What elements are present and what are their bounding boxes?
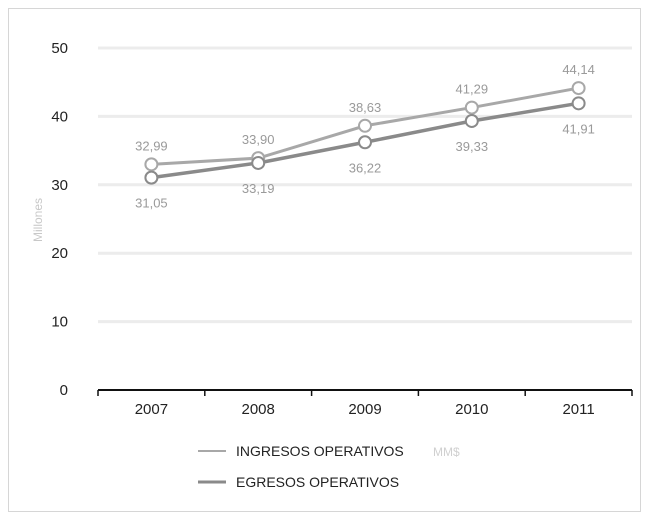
legend-label-egresos: EGRESOS OPERATIVOS bbox=[236, 474, 399, 490]
data-point-egresos bbox=[571, 96, 586, 111]
series-lines: 32,99 33,90 38,63 41,29 44,14 31,05 33,19 36,22… bbox=[135, 62, 595, 211]
y-tick-label: 20 bbox=[51, 245, 68, 262]
y-tick-label: 0 bbox=[60, 382, 68, 399]
data-point-ingresos bbox=[358, 118, 372, 133]
y-axis-label: Millones bbox=[31, 198, 45, 242]
data-label-egresos: 36,22 bbox=[349, 160, 382, 175]
data-label-ingresos: 38,63 bbox=[349, 100, 382, 115]
gridlines bbox=[98, 46, 632, 324]
data-label-egresos: 31,05 bbox=[135, 196, 168, 211]
data-point-egresos bbox=[251, 155, 266, 170]
data-label-ingresos: 33,90 bbox=[242, 132, 275, 147]
x-tick-label: 2010 bbox=[455, 401, 488, 418]
data-point-egresos bbox=[464, 113, 479, 128]
legend-unit-note: MM$ bbox=[433, 445, 460, 459]
data-point-egresos bbox=[144, 170, 159, 185]
data-label-ingresos: 32,99 bbox=[135, 138, 168, 153]
data-label-egresos: 41,91 bbox=[562, 121, 595, 136]
data-label-egresos: 39,33 bbox=[456, 139, 489, 154]
legend: INGRESOS OPERATIVOS MM$ EGRESOS OPERATIV… bbox=[198, 443, 460, 490]
data-point-egresos bbox=[358, 135, 372, 150]
y-tick-label: 10 bbox=[51, 314, 68, 331]
legend-label-ingresos: INGRESOS OPERATIVOS bbox=[236, 443, 404, 459]
y-tick-label: 40 bbox=[51, 108, 68, 125]
y-tick-label: 50 bbox=[51, 40, 68, 57]
x-tick-label: 2009 bbox=[348, 401, 381, 418]
data-point-ingresos bbox=[571, 81, 586, 96]
data-label-ingresos: 41,29 bbox=[456, 82, 489, 97]
data-point-ingresos bbox=[144, 157, 159, 172]
data-label-ingresos: 44,14 bbox=[562, 62, 595, 77]
data-point-ingresos bbox=[464, 100, 479, 115]
data-label-egresos: 33,19 bbox=[242, 181, 275, 196]
x-tick-label: 2011 bbox=[562, 401, 594, 418]
y-tick-label: 30 bbox=[51, 177, 68, 194]
x-axis: 2007 2008 2009 2010 2011 bbox=[97, 389, 633, 418]
x-tick-label: 2007 bbox=[135, 401, 168, 418]
chart-frame bbox=[8, 8, 641, 512]
y-tick-labels: 0 10 20 30 40 50 bbox=[51, 40, 68, 399]
x-tick-label: 2008 bbox=[242, 401, 275, 418]
